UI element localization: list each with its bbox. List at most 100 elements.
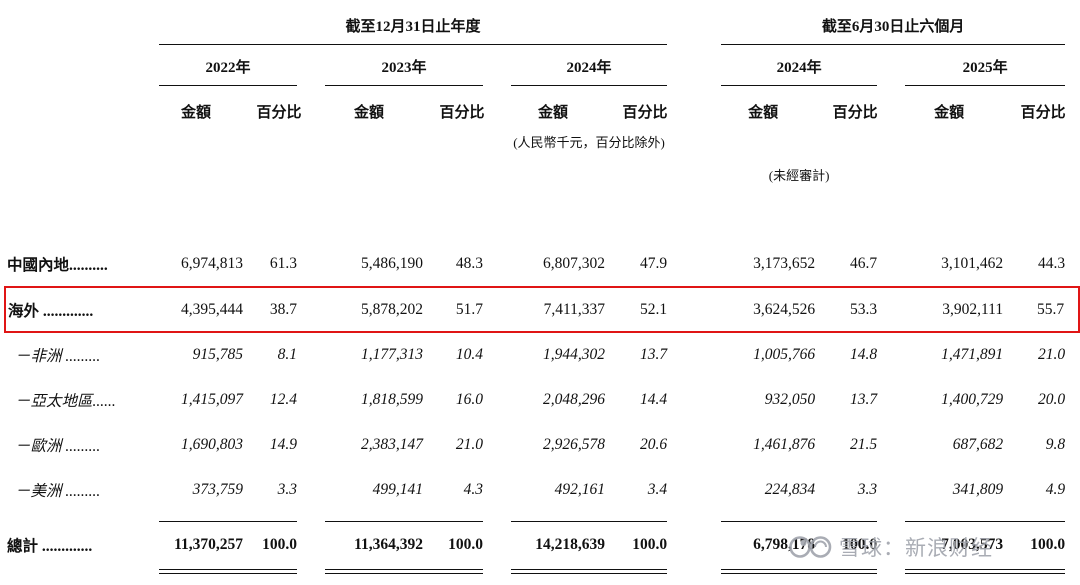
double-rule-row — [5, 567, 1079, 581]
cell-amount: 11,364,392 — [354, 535, 423, 553]
cell-percent: 52.1 — [609, 286, 682, 333]
column-gap — [681, 94, 707, 128]
cell-percent: 53.3 — [819, 286, 892, 333]
table-row-africa: －非洲 ......... 915,785 8.1 1,177,313 10.4… — [5, 332, 1079, 377]
year-header-2024-interim: 2024年 — [707, 48, 891, 94]
subhead-percent: 百分比 — [1020, 104, 1066, 121]
cell-percent: 44.3 — [1037, 255, 1066, 272]
cell-percent: 3.4 — [647, 480, 668, 498]
year-header-2025-interim: 2025年 — [891, 48, 1079, 94]
rule-line — [905, 520, 1066, 522]
table-row-total: 總計 ............. 11,370,257 100.0 11,364… — [5, 522, 1079, 567]
cell-percent: 20.0 — [1037, 390, 1066, 408]
subhead-amount: 金額 — [537, 104, 568, 121]
cell-amount: 2,926,578 — [543, 435, 605, 453]
row-label: 總計 ............. — [7, 537, 93, 555]
column-gap — [681, 242, 707, 287]
cell-amount: 11,370,257 — [174, 535, 243, 553]
cell-amount: 6,974,813 — [181, 255, 243, 272]
year-header-2022: 2022年 — [145, 48, 311, 94]
unit-note: (人民幣千元，百分比除外) — [513, 134, 665, 150]
cell-amount: 3,173,652 — [753, 255, 816, 272]
cell-amount: 1,415,097 — [181, 390, 243, 408]
cell-percent: 100.0 — [448, 535, 483, 553]
cell-amount: 5,486,190 — [361, 255, 423, 272]
cell-amount: 1,177,313 — [361, 346, 423, 363]
double-rule-line — [159, 569, 297, 574]
cell-amount: 1,005,766 — [753, 346, 816, 363]
cell-percent: 46.7 — [849, 255, 878, 272]
cell-percent: 13.7 — [849, 390, 878, 408]
cell-percent: 13.7 — [639, 346, 668, 363]
subhead-percent: 百分比 — [622, 104, 668, 121]
table-row-americas: －美洲 ......... 373,759 3.3 499,141 4.3 49… — [5, 467, 1079, 512]
year-header-2023: 2023年 — [311, 48, 497, 94]
column-gap — [681, 522, 707, 567]
table-row-overseas-highlighted: 海外 ............. 4,395,444 38.7 5,878,20… — [4, 286, 1080, 333]
unit-note-row: (人民幣千元，百分比除外) — [5, 128, 1079, 154]
cell-amount: 7,411,337 — [497, 286, 609, 333]
cell-amount: 224,834 — [764, 480, 816, 498]
cell-percent: 3.3 — [857, 480, 878, 498]
cell-amount: 341,809 — [952, 480, 1004, 498]
subhead-amount: 金額 — [748, 104, 779, 121]
cell-percent: 14.8 — [849, 346, 878, 363]
period-group-header-row: 截至12月31日止年度 截至6月30日止六個月 — [5, 12, 1079, 48]
cell-percent: 10.4 — [455, 346, 483, 363]
cell-amount: 915,785 — [192, 346, 243, 363]
column-gap — [681, 12, 707, 48]
cell-percent: 61.3 — [269, 255, 297, 272]
rule-line — [159, 520, 297, 522]
period-group-annual: 截至12月31日止年度 — [145, 12, 681, 48]
period-group-interim: 截至6月30日止六個月 — [707, 12, 1079, 48]
row-label: －非洲 ......... — [15, 348, 101, 365]
double-rule-line — [511, 569, 668, 574]
cell-amount: 3,624,526 — [707, 286, 820, 333]
double-rule-line — [721, 569, 878, 574]
empty-cell — [5, 12, 145, 48]
cell-amount: 3,902,111 — [891, 286, 1008, 333]
subhead-row: 金額 百分比 金額 百分比 金額 百分比 金額 百分比 金額 百分比 — [5, 94, 1079, 128]
row-label: －美洲 ......... — [15, 482, 101, 500]
cell-amount: 14,218,639 — [535, 535, 605, 553]
cell-percent: 3.3 — [277, 480, 297, 498]
table-row-mainland-china: 中國內地.......... 6,974,813 61.3 5,486,190 … — [5, 242, 1079, 287]
cell-percent: 100.0 — [632, 535, 668, 553]
subhead-percent: 百分比 — [256, 104, 302, 121]
row-label: 中國內地.......... — [7, 257, 108, 274]
cell-amount: 2,048,296 — [543, 390, 605, 408]
cell-amount: 499,141 — [372, 480, 423, 498]
cell-amount: 1,944,302 — [543, 346, 605, 363]
cell-percent: 51.7 — [427, 286, 497, 333]
table-row-asia-pacific: －亞太地區...... 1,415,097 12.4 1,818,599 16.… — [5, 377, 1079, 422]
cell-percent: 100.0 — [1030, 535, 1066, 553]
column-gap — [681, 377, 707, 422]
cell-percent: 48.3 — [455, 255, 483, 272]
cell-amount: 7,003,573 — [941, 535, 1004, 553]
subhead-amount: 金額 — [180, 104, 211, 121]
row-label: 海外 ............. — [4, 286, 145, 333]
subhead-amount: 金額 — [934, 104, 965, 121]
cell-percent: 100.0 — [262, 535, 297, 553]
single-rule-row — [5, 512, 1079, 522]
empty-cell — [5, 48, 145, 94]
rule-line — [511, 520, 668, 522]
unaudited-note-row: (未經審計) — [5, 154, 1079, 194]
cell-percent: 21.0 — [1037, 346, 1066, 363]
cell-amount: 1,471,891 — [941, 346, 1004, 363]
cell-percent: 8.1 — [277, 346, 297, 363]
cell-percent: 21.0 — [455, 435, 483, 453]
subhead-percent: 百分比 — [832, 104, 878, 121]
cell-amount: 5,878,202 — [311, 286, 427, 333]
revenue-by-region-table: 截至12月31日止年度 截至6月30日止六個月 2022年 2023年 2024… — [4, 12, 1080, 581]
subhead-percent: 百分比 — [439, 104, 485, 121]
year-header-row: 2022年 2023年 2024年 2024年 2025年 — [5, 48, 1079, 94]
year-header-2024: 2024年 — [497, 48, 681, 94]
cell-percent: 55.7 — [1007, 286, 1080, 333]
cell-amount: 1,400,729 — [941, 390, 1004, 408]
empty-cell — [5, 94, 145, 128]
unaudited-note: (未經審計) — [768, 167, 830, 183]
vertical-spacer — [5, 194, 1079, 242]
rule-line — [325, 520, 483, 522]
